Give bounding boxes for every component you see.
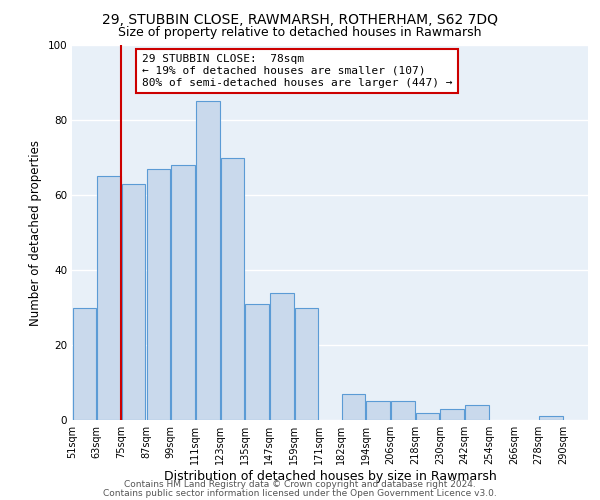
Bar bbox=[221, 158, 244, 420]
Bar bbox=[245, 304, 269, 420]
X-axis label: Distribution of detached houses by size in Rawmarsh: Distribution of detached houses by size … bbox=[164, 470, 496, 483]
Bar bbox=[440, 409, 464, 420]
Bar bbox=[391, 401, 415, 420]
Text: Contains public sector information licensed under the Open Government Licence v3: Contains public sector information licen… bbox=[103, 488, 497, 498]
Text: 29 STUBBIN CLOSE:  78sqm
← 19% of detached houses are smaller (107)
80% of semi-: 29 STUBBIN CLOSE: 78sqm ← 19% of detache… bbox=[142, 54, 452, 88]
Bar bbox=[416, 412, 439, 420]
Bar bbox=[270, 292, 293, 420]
Bar bbox=[122, 184, 145, 420]
Text: Size of property relative to detached houses in Rawmarsh: Size of property relative to detached ho… bbox=[118, 26, 482, 39]
Bar bbox=[295, 308, 318, 420]
Bar bbox=[171, 165, 195, 420]
Bar bbox=[539, 416, 563, 420]
Y-axis label: Number of detached properties: Number of detached properties bbox=[29, 140, 42, 326]
Bar bbox=[367, 401, 390, 420]
Bar bbox=[97, 176, 121, 420]
Bar bbox=[465, 405, 489, 420]
Bar bbox=[146, 169, 170, 420]
Text: 29, STUBBIN CLOSE, RAWMARSH, ROTHERHAM, S62 7DQ: 29, STUBBIN CLOSE, RAWMARSH, ROTHERHAM, … bbox=[102, 12, 498, 26]
Bar bbox=[342, 394, 365, 420]
Text: Contains HM Land Registry data © Crown copyright and database right 2024.: Contains HM Land Registry data © Crown c… bbox=[124, 480, 476, 489]
Bar bbox=[196, 101, 220, 420]
Bar bbox=[73, 308, 96, 420]
